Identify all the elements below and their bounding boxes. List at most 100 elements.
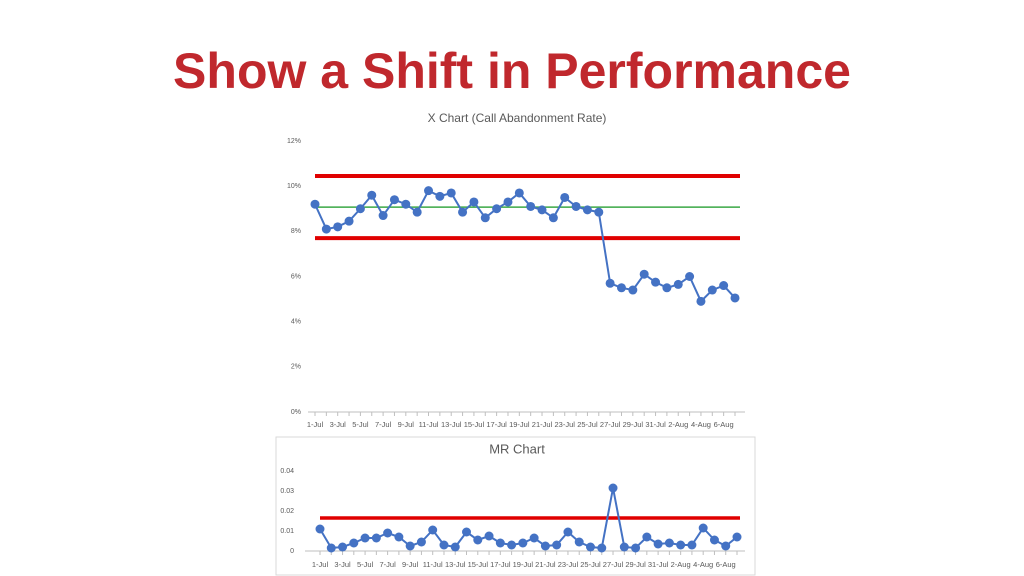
point bbox=[662, 283, 672, 293]
point bbox=[484, 531, 494, 541]
point bbox=[315, 524, 325, 534]
point bbox=[594, 207, 604, 217]
point bbox=[673, 279, 683, 289]
x-tick-label: 25-Jul bbox=[580, 560, 601, 569]
point bbox=[707, 285, 717, 295]
point bbox=[664, 538, 674, 548]
point bbox=[639, 269, 649, 279]
point bbox=[473, 535, 483, 545]
y-tick-label: 0% bbox=[291, 409, 301, 416]
y-tick-label: 0.04 bbox=[280, 468, 294, 475]
point bbox=[642, 532, 652, 542]
point bbox=[371, 533, 381, 543]
point bbox=[394, 532, 404, 542]
point bbox=[321, 224, 331, 234]
point bbox=[462, 527, 472, 537]
x-tick-label: 3-Jul bbox=[330, 420, 347, 429]
point bbox=[507, 540, 517, 550]
point bbox=[349, 538, 359, 548]
point bbox=[480, 213, 490, 223]
chart-title: MR Chart bbox=[489, 441, 545, 456]
y-tick-label: 6% bbox=[291, 273, 301, 280]
x-tick-label: 21-Jul bbox=[532, 420, 553, 429]
x-tick-label: 1-Jul bbox=[307, 420, 324, 429]
x-tick-label: 19-Jul bbox=[513, 560, 534, 569]
x-tick-label: 13-Jul bbox=[441, 420, 462, 429]
x-tick-label: 31-Jul bbox=[648, 560, 669, 569]
x-tick-label: 7-Jul bbox=[379, 560, 396, 569]
x-tick-label: 3-Jul bbox=[334, 560, 351, 569]
point bbox=[709, 535, 719, 545]
y-tick-label: 2% bbox=[291, 364, 301, 371]
point bbox=[574, 537, 584, 547]
point bbox=[560, 192, 570, 202]
point bbox=[730, 293, 740, 303]
point bbox=[333, 222, 343, 232]
point bbox=[721, 541, 731, 551]
point bbox=[526, 201, 536, 211]
y-tick-label: 10% bbox=[287, 183, 301, 190]
point bbox=[628, 285, 638, 295]
point bbox=[563, 527, 573, 537]
point bbox=[344, 216, 354, 226]
x-tick-label: 11-Jul bbox=[419, 420, 439, 429]
slide-title: Show a Shift in Performance bbox=[173, 43, 851, 99]
point bbox=[401, 199, 411, 209]
x-tick-label: 1-Jul bbox=[312, 560, 329, 569]
point bbox=[608, 483, 618, 493]
x-tick-label: 23-Jul bbox=[558, 560, 579, 569]
x-tick-label: 2-Aug bbox=[668, 420, 688, 429]
point bbox=[458, 207, 468, 217]
x-tick-label: 21-Jul bbox=[535, 560, 556, 569]
point bbox=[529, 533, 539, 543]
point bbox=[439, 540, 449, 550]
x-tick-label: 27-Jul bbox=[600, 420, 621, 429]
y-tick-label: 0.03 bbox=[280, 488, 294, 495]
point bbox=[383, 528, 393, 538]
point bbox=[571, 201, 581, 211]
x-tick-label: 4-Aug bbox=[691, 420, 711, 429]
x-tick-label: 25-Jul bbox=[577, 420, 598, 429]
point bbox=[416, 537, 426, 547]
y-tick-label: 4% bbox=[291, 319, 301, 326]
point bbox=[685, 272, 695, 281]
x-tick-label: 19-Jul bbox=[509, 420, 530, 429]
x-tick-label: 31-Jul bbox=[645, 420, 666, 429]
point bbox=[732, 532, 742, 542]
x-tick-label: 23-Jul bbox=[555, 420, 576, 429]
point bbox=[698, 523, 708, 533]
point bbox=[696, 296, 706, 306]
point bbox=[446, 188, 456, 198]
x-tick-label: 6-Aug bbox=[714, 420, 734, 429]
point bbox=[492, 204, 502, 214]
point bbox=[676, 540, 686, 550]
x-tick-label: 6-Aug bbox=[716, 560, 736, 569]
x-tick-label: 15-Jul bbox=[468, 560, 489, 569]
point bbox=[469, 197, 479, 207]
point bbox=[450, 542, 460, 552]
point bbox=[619, 542, 629, 552]
y-tick-label: 0 bbox=[290, 548, 294, 555]
x-tick-label: 27-Jul bbox=[603, 560, 624, 569]
x-tick-label: 15-Jul bbox=[464, 420, 485, 429]
x-tick-label: 17-Jul bbox=[490, 560, 511, 569]
point bbox=[548, 213, 558, 223]
point bbox=[389, 195, 399, 205]
point bbox=[653, 539, 663, 549]
point bbox=[537, 205, 547, 215]
y-tick-label: 12% bbox=[287, 138, 301, 145]
point bbox=[582, 205, 592, 215]
x-tick-label: 5-Jul bbox=[352, 420, 369, 429]
point bbox=[719, 281, 729, 291]
point bbox=[412, 207, 422, 217]
point bbox=[651, 277, 661, 287]
point bbox=[514, 188, 524, 198]
point bbox=[687, 540, 697, 550]
x-tick-label: 29-Jul bbox=[623, 420, 644, 429]
point bbox=[355, 204, 365, 214]
point bbox=[424, 186, 434, 196]
x-tick-label: 17-Jul bbox=[486, 420, 507, 429]
point bbox=[435, 191, 445, 201]
point bbox=[518, 538, 528, 548]
